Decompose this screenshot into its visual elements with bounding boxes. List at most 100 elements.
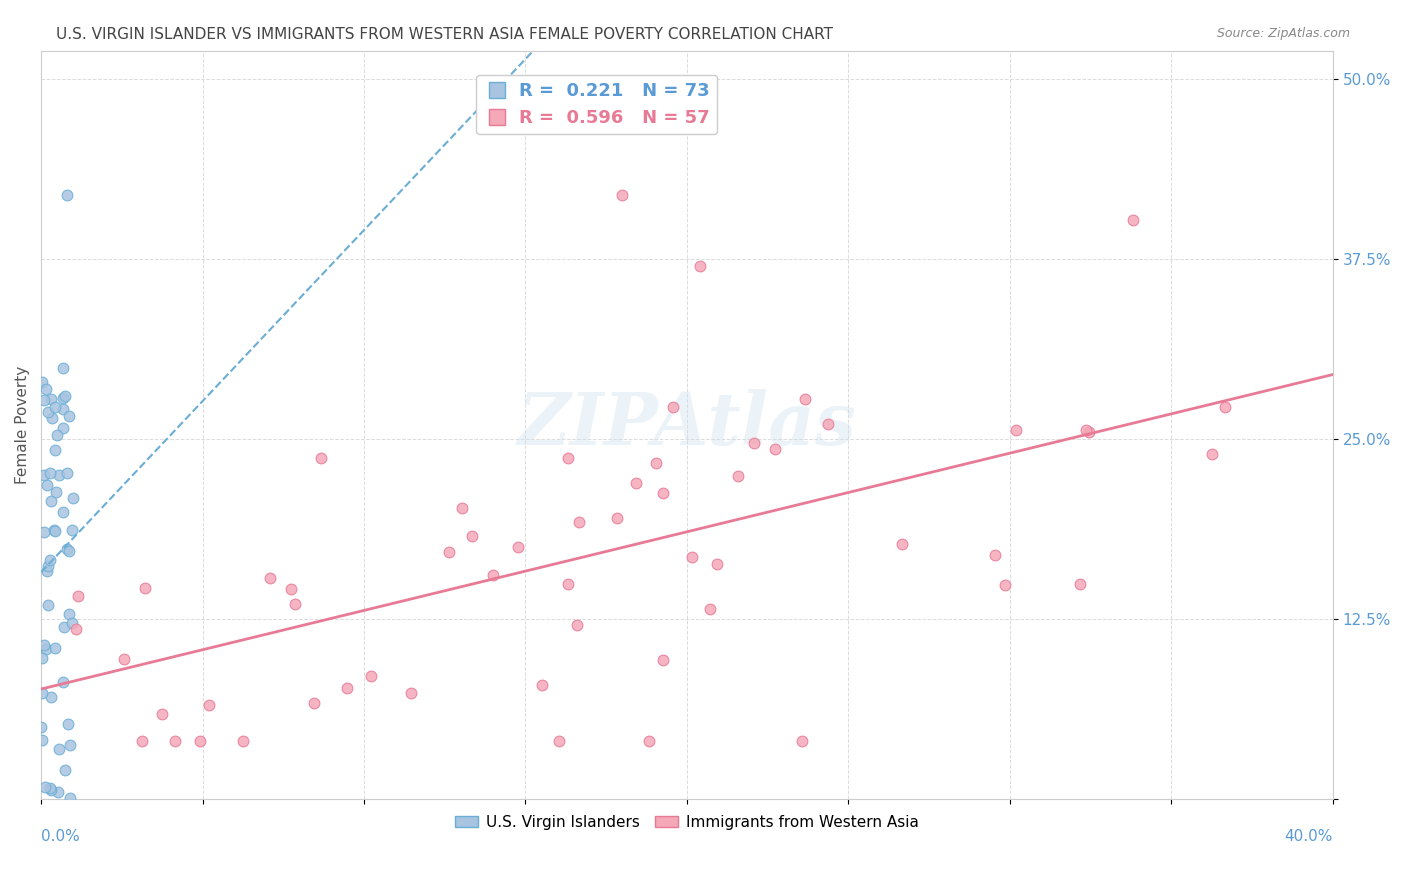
Point xyxy=(46,428,69,442)
Point xyxy=(37,405,59,419)
Point xyxy=(651,653,673,667)
Point xyxy=(188,734,211,748)
Point xyxy=(46,785,69,799)
Point xyxy=(32,638,55,652)
Point xyxy=(165,734,187,748)
Point xyxy=(45,484,67,499)
Text: 40.0%: 40.0% xyxy=(1285,829,1333,844)
Point xyxy=(39,466,62,480)
Point xyxy=(399,686,422,700)
Point xyxy=(52,391,75,405)
Y-axis label: Female Poverty: Female Poverty xyxy=(15,366,30,483)
Point xyxy=(37,478,59,492)
Point xyxy=(689,259,711,273)
Point xyxy=(44,641,66,656)
Point xyxy=(280,582,302,596)
Point xyxy=(983,548,1005,562)
Point xyxy=(55,467,77,481)
Point xyxy=(651,486,673,500)
Point xyxy=(41,410,63,425)
Point xyxy=(53,389,76,403)
Point xyxy=(52,506,75,520)
Point xyxy=(34,393,56,408)
Point xyxy=(1122,213,1144,227)
Point xyxy=(624,475,647,490)
Point xyxy=(284,598,307,612)
Point xyxy=(58,409,80,424)
Point xyxy=(59,790,82,805)
Point xyxy=(437,545,460,559)
Point xyxy=(48,467,70,482)
Point xyxy=(152,707,174,722)
Point xyxy=(309,451,332,466)
Point xyxy=(568,516,591,530)
Point xyxy=(39,690,62,704)
Point xyxy=(31,685,53,699)
Point xyxy=(53,764,76,778)
Text: ZIPAtlas: ZIPAtlas xyxy=(517,389,856,460)
Point xyxy=(302,696,325,710)
Point xyxy=(706,557,728,571)
Point xyxy=(1078,425,1101,440)
Point xyxy=(742,435,765,450)
Point xyxy=(44,443,66,458)
Point xyxy=(481,568,503,582)
Point xyxy=(35,641,58,656)
Point xyxy=(131,734,153,748)
Point xyxy=(1069,577,1091,591)
Point xyxy=(994,577,1017,591)
Point xyxy=(699,602,721,616)
Point xyxy=(461,529,484,543)
Point xyxy=(360,669,382,683)
Point xyxy=(606,511,628,525)
Point xyxy=(34,780,56,794)
Point xyxy=(58,544,80,558)
Point xyxy=(259,571,281,585)
Point xyxy=(56,717,79,731)
Point xyxy=(32,525,55,540)
Point xyxy=(232,734,254,748)
Text: 0.0%: 0.0% xyxy=(41,829,80,844)
Point xyxy=(31,651,53,665)
Point xyxy=(681,550,703,565)
Point xyxy=(612,187,634,202)
Point xyxy=(557,576,579,591)
Point xyxy=(58,607,80,621)
Text: U.S. VIRGIN ISLANDER VS IMMIGRANTS FROM WESTERN ASIA FEMALE POVERTY CORRELATION : U.S. VIRGIN ISLANDER VS IMMIGRANTS FROM … xyxy=(56,27,834,42)
Point xyxy=(198,698,221,712)
Point xyxy=(336,681,359,696)
Point xyxy=(56,187,79,202)
Point xyxy=(645,456,668,470)
Point xyxy=(39,493,62,508)
Point xyxy=(565,618,588,632)
Point xyxy=(30,721,52,735)
Point xyxy=(32,467,55,482)
Point xyxy=(763,442,786,457)
Point xyxy=(52,420,75,434)
Point xyxy=(52,361,75,376)
Point xyxy=(34,382,56,396)
Point xyxy=(44,400,66,414)
Point xyxy=(1213,401,1236,415)
Point xyxy=(506,540,529,554)
Point xyxy=(31,376,53,390)
Point xyxy=(727,469,749,483)
Point xyxy=(1004,423,1026,437)
Point xyxy=(52,401,75,416)
Point xyxy=(62,491,84,505)
Point xyxy=(35,565,58,579)
Point xyxy=(65,622,87,636)
Point xyxy=(60,523,83,537)
Point xyxy=(547,734,569,748)
Point xyxy=(52,675,75,690)
Point xyxy=(56,542,79,557)
Text: Source: ZipAtlas.com: Source: ZipAtlas.com xyxy=(1216,27,1350,40)
Point xyxy=(39,392,62,406)
Point xyxy=(53,620,76,634)
Point xyxy=(792,734,814,748)
Legend: U.S. Virgin Islanders, Immigrants from Western Asia: U.S. Virgin Islanders, Immigrants from W… xyxy=(450,809,925,836)
Point xyxy=(1201,447,1223,461)
Point xyxy=(1074,423,1097,437)
Point xyxy=(134,581,156,595)
Point xyxy=(817,417,839,432)
